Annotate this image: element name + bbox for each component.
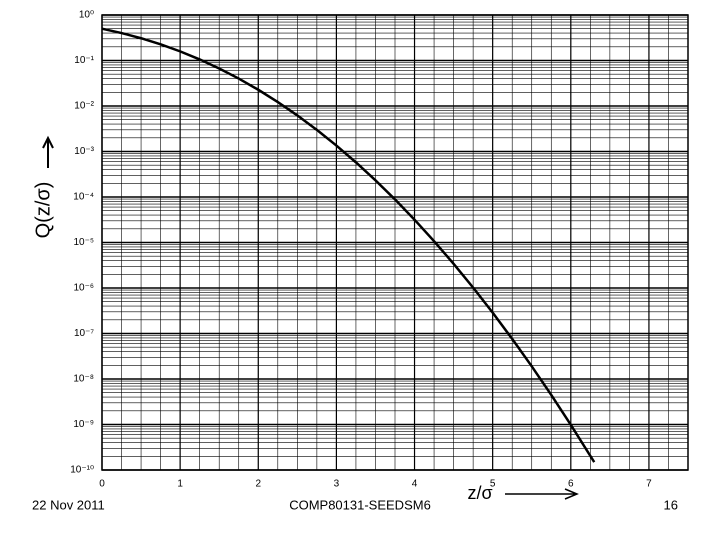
- x-tick-label: 1: [177, 479, 183, 490]
- y-tick-label: 10⁻⁴: [73, 192, 94, 203]
- x-tick-label: 3: [334, 479, 340, 490]
- y-axis-label: Q(z/σ): [32, 182, 54, 239]
- footer-date: 22 Nov 2011: [32, 497, 105, 512]
- y-tick-label: 10⁻⁸: [73, 374, 94, 385]
- y-tick-label: 10⁻²: [74, 101, 94, 112]
- y-tick-label: 10⁻¹: [74, 55, 94, 66]
- x-axis-label: z/σ: [467, 483, 492, 503]
- y-tick-label: 10⁻¹⁰: [70, 465, 94, 476]
- x-arrow: [505, 488, 579, 500]
- plot-frame: [101, 14, 689, 471]
- plot: 10⁰ 10⁻¹ 10⁻² 10⁻³ 10⁻⁴ 10⁻⁵ 10⁻⁶ 10⁻⁷ 10⁻⁸ 10⁻⁹ 1…: [70, 10, 689, 490]
- y-tick-label: 10⁻⁶: [73, 283, 94, 294]
- y-tick-label: 10⁰: [79, 10, 94, 21]
- y-tick-label: 10⁻³: [74, 146, 94, 157]
- x-tick-label: 7: [646, 479, 652, 490]
- x-tick-label: 5: [490, 479, 496, 490]
- x-tick-label: 2: [255, 479, 261, 490]
- data-line: [101, 27, 596, 463]
- y-arrow: [42, 135, 54, 168]
- y-tick-label: 10⁻⁵: [73, 237, 94, 248]
- y-tick-label: 10⁻⁹: [73, 419, 94, 430]
- x-tick-label: 6: [568, 479, 574, 490]
- footer-course: COMP80131-SEEDSM6: [289, 497, 431, 512]
- x-tick-label: 4: [412, 479, 418, 490]
- y-tick-label: 10⁻⁷: [74, 328, 94, 339]
- x-tick-label: 0: [99, 479, 105, 490]
- footer-page: 16: [664, 497, 678, 512]
